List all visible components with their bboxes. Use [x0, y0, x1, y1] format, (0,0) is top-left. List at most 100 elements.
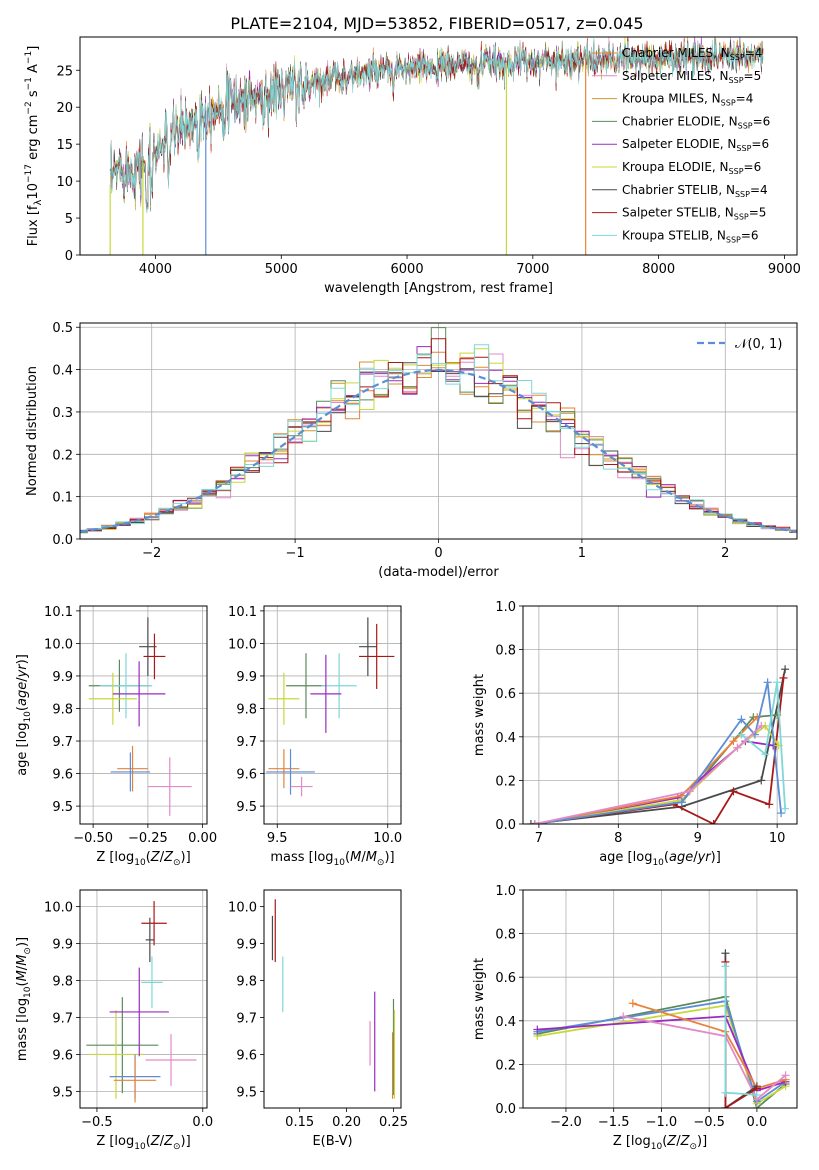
legend-entry: 𝒩(0, 1) [735, 337, 782, 352]
mass-vs-metallicity-panel: −0.5 0.0 9.5 9.6 9.7 9.8 9.9 10.0 Z [log10(Z/Z⊙)… [15, 889, 213, 1152]
y-tick-label: 0 [65, 249, 73, 264]
y-tick-label: 10.1 [44, 605, 73, 620]
errorbar-point [113, 1058, 157, 1103]
errorbar-point [321, 653, 357, 719]
errorbar-point [268, 672, 300, 725]
errorbar-point [139, 617, 157, 676]
weight-series-line [740, 682, 786, 809]
weight-marker [752, 1090, 761, 1099]
mass-weight-vs-metallicity-panel: −2.0 −1.5 −1.0 −0.5 0.0 0.0 0.2 0.4 0.6 0.8 1.0 Z [… [472, 884, 798, 1152]
errorbar-point [110, 752, 151, 792]
errorbar-point [266, 749, 315, 795]
weight-marker [765, 800, 774, 809]
y-tick-label: 9.5 [236, 800, 257, 815]
y-tick-label: 0.0 [52, 533, 73, 548]
y-tick-label: 9.7 [52, 735, 73, 750]
legend-entry: Chabrier ELODIE, NSSP=6 [622, 114, 770, 130]
weight-marker [781, 1071, 790, 1080]
y-tick-label: 10.0 [228, 637, 257, 652]
errorbar-point [359, 617, 377, 676]
axes-frame [522, 889, 798, 1109]
axes-frame [522, 605, 798, 825]
x-tick-label: −1 [286, 546, 305, 561]
y-tick-label: 9.6 [52, 1048, 73, 1063]
weight-marker [757, 721, 766, 730]
x-axis-label: age [log10(age/yr)] [599, 850, 721, 868]
y-tick-label: 0.4 [495, 731, 516, 746]
y-tick-label: 0.8 [495, 928, 516, 943]
legend-entry: Salpeter STELIB, NSSP=5 [622, 206, 766, 222]
y-tick-label: 20 [56, 101, 73, 116]
x-tick-label: −0.5 [693, 1115, 725, 1130]
errorbar-point [86, 997, 159, 1094]
x-axis-label: mass [log10(M/M⊙)] [270, 850, 394, 868]
y-tick-label: 9.9 [236, 670, 257, 685]
errorbar-point [109, 967, 169, 1057]
x-tick-label: 9.5 [267, 831, 288, 846]
weight-marker [709, 820, 718, 824]
weight-marker [779, 673, 788, 682]
y-tick-label: 0.2 [52, 448, 73, 463]
axes-frame [79, 605, 208, 825]
x-tick-label: −1.5 [598, 1115, 630, 1130]
spectrum-series-line [109, 37, 764, 214]
x-tick-label: 7 [535, 831, 543, 846]
x-tick-label: −1.0 [646, 1115, 678, 1130]
x-tick-label: −0.5 [81, 1115, 113, 1130]
y-tick-label: 9.7 [236, 735, 257, 750]
weight-marker [530, 820, 539, 824]
errorbar-point [310, 654, 342, 733]
y-tick-label: 0.4 [495, 1015, 516, 1030]
legend-entry: Kroupa ELODIE, NSSP=6 [622, 160, 761, 176]
age-vs-metallicity-panel: −0.50 −0.25 0.00 9.5 9.6 9.7 9.8 9.9 10.0 10.1 Z [… [15, 605, 217, 868]
y-tick-label: 5 [65, 212, 73, 227]
y-tick-label: 0.2 [495, 774, 516, 789]
weight-marker [721, 949, 730, 958]
y-tick-label: 9.8 [236, 702, 257, 717]
y-tick-label: 10.0 [44, 901, 73, 916]
y-axis-label: mass weight [472, 958, 487, 1040]
y-tick-label: 1.0 [495, 884, 516, 899]
y-axis-label: mass [log10(M/M⊙)] [15, 937, 33, 1061]
legend-entry: Kroupa STELIB, NSSP=6 [622, 228, 759, 244]
y-axis-label: Normed distribution [25, 366, 40, 496]
weight-marker [733, 743, 742, 752]
axes-frame [263, 889, 402, 1109]
x-tick-label: 1 [578, 546, 586, 561]
errorbar-point [141, 901, 167, 946]
y-tick-label: 15 [56, 138, 73, 153]
weight-marker [781, 804, 790, 813]
weight-marker [628, 999, 637, 1008]
x-axis-label: E(B-V) [312, 1134, 352, 1149]
y-tick-label: 10.0 [44, 637, 73, 652]
weight-marker [721, 962, 730, 971]
axes-frame [263, 605, 402, 825]
weight-marker [721, 1104, 730, 1108]
weight-marker [533, 1025, 542, 1034]
x-axis-label: Z [log10(Z/Z⊙)] [96, 850, 190, 868]
x-tick-label: 2 [721, 546, 729, 561]
y-tick-label: 9.8 [236, 975, 257, 990]
figure-title: PLATE=2104, MJD=53852, FIBERID=0517, z=0… [230, 14, 643, 33]
weight-series-line [623, 1015, 787, 1101]
weight-marker [737, 730, 746, 739]
errorbar-point [147, 757, 192, 816]
y-tick-label: 9.8 [52, 702, 73, 717]
x-tick-label: 0.15 [285, 1115, 314, 1130]
weight-series-line [530, 669, 786, 824]
x-tick-label: 9 [694, 831, 702, 846]
y-tick-label: 9.5 [236, 1085, 257, 1100]
histogram-step [80, 344, 797, 532]
x-tick-label: 0.0 [192, 1115, 213, 1130]
errorbar-point [143, 633, 166, 680]
x-tick-label: 0 [434, 546, 442, 561]
y-tick-label: 1.0 [495, 600, 516, 615]
y-tick-label: 0.0 [495, 818, 516, 833]
weight-series-line [534, 682, 782, 824]
x-tick-label: −0.50 [73, 831, 113, 846]
weight-marker [761, 750, 770, 759]
weight-marker [763, 678, 772, 687]
residual-histogram-panel: −2 −1 0 1 2 0.0 0.1 0.2 0.3 0.4 0.5 𝒩(0, 1) (data-mo… [25, 321, 798, 580]
x-tick-label: 9000 [768, 262, 801, 277]
weight-marker [757, 776, 766, 785]
